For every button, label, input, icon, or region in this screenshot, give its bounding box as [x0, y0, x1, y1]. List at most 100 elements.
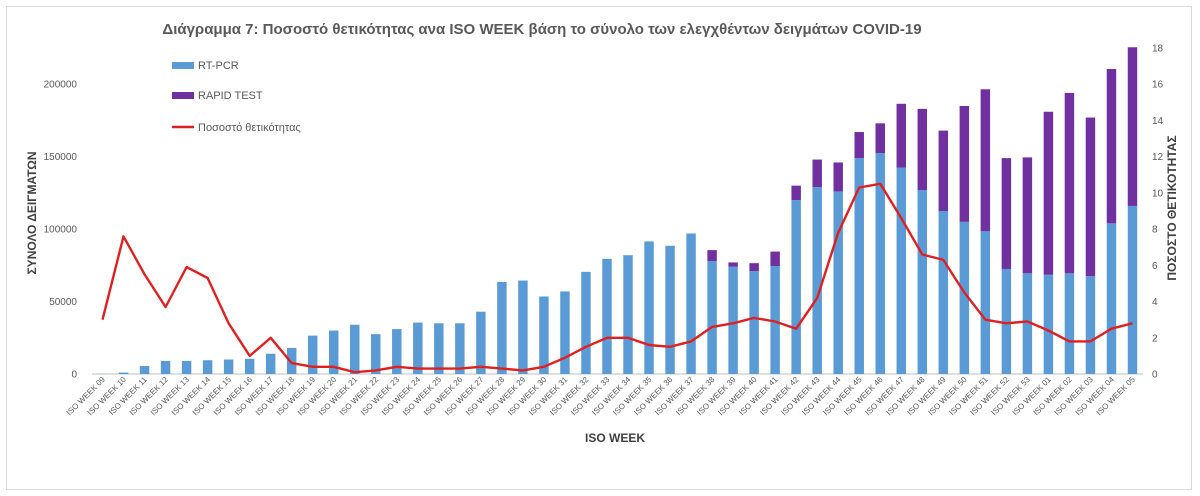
legend-label-positivity: Ποσοστό θετικότητας	[198, 122, 301, 134]
bar-rt-pcr	[1064, 273, 1075, 374]
y2-tick-label: 18	[1152, 44, 1164, 55]
bar-rt-pcr	[139, 366, 150, 374]
bar-rt-pcr	[371, 334, 381, 374]
bar-rt-pcr	[518, 280, 528, 374]
bar-rt-pcr	[202, 360, 213, 374]
bar-rapid-test	[1001, 158, 1012, 269]
bar-rt-pcr	[497, 281, 507, 374]
bar-rapid-test	[1085, 117, 1096, 277]
bar-rt-pcr	[118, 372, 129, 374]
bar-rapid-test	[1064, 92, 1075, 274]
y-tick-label: 100000	[44, 225, 78, 236]
bar-rt-pcr	[1022, 273, 1033, 374]
line-positivity	[101, 182, 1133, 374]
y-tick-label: 200000	[44, 80, 78, 91]
y-axis-right: 0 2 4 6 8 10 12 14 16 18	[1152, 44, 1164, 381]
bar-rapid-test	[770, 251, 780, 267]
bar-rapid-test	[875, 123, 885, 154]
bar-rt-pcr	[1043, 274, 1054, 374]
bar-rt-pcr	[749, 271, 759, 374]
bar-rt-pcr	[286, 347, 297, 374]
bar-rt-pcr	[686, 233, 696, 374]
bar-rt-pcr	[896, 167, 906, 374]
bar-rapid-test	[1127, 47, 1138, 206]
bar-rt-pcr	[938, 211, 949, 374]
y2-tick-label: 2	[1152, 333, 1158, 344]
legend-label-rt-pcr: RT-PCR	[198, 60, 239, 72]
legend-swatch-rt-pcr	[172, 62, 194, 69]
bar-rt-pcr	[350, 324, 360, 374]
bar-rt-pcr	[728, 266, 738, 374]
bar-rapid-test	[728, 262, 738, 267]
bar-rapid-test	[791, 185, 801, 201]
legend: RT-PCR RAPID TEST Ποσοστό θετικότητας	[172, 60, 301, 134]
bar-rt-pcr	[307, 335, 318, 374]
y-axis-left: 0 50000 100000 150000 200000	[44, 80, 78, 381]
bar-rt-pcr	[917, 189, 928, 374]
y-axis-label: ΣΥΝΟΛΟ ΔΕΙΓΜΑΤΩΝ	[25, 151, 39, 274]
bar-rt-pcr	[665, 245, 675, 374]
bar-rt-pcr	[833, 191, 843, 374]
bar-rt-pcr	[959, 221, 970, 374]
y-tick-label: 0	[71, 370, 77, 381]
bar-rt-pcr	[392, 329, 402, 374]
bar-rapid-test	[896, 103, 906, 168]
bar-rapid-test	[1106, 69, 1117, 224]
legend-label-rapid-test: RAPID TEST	[198, 90, 263, 102]
chart-frame	[6, 6, 1192, 490]
y2-tick-label: 4	[1152, 297, 1158, 308]
y-tick-label: 150000	[44, 152, 78, 163]
y2-tick-label: 16	[1152, 80, 1164, 91]
bar-rapid-test	[812, 159, 822, 188]
bar-rt-pcr	[455, 323, 465, 374]
positivity-line	[101, 182, 1133, 374]
bar-rt-pcr	[1001, 268, 1012, 374]
bar-rt-pcr	[812, 187, 822, 374]
bar-rt-pcr	[560, 291, 570, 374]
bar-rapid-test	[1043, 111, 1054, 275]
bar-rapid-test	[1022, 157, 1033, 274]
bar-rt-pcr	[644, 241, 654, 374]
bar-rt-pcr	[1127, 205, 1138, 374]
bar-rt-pcr	[476, 311, 486, 374]
y-tick-label: 50000	[49, 297, 77, 308]
bars	[97, 47, 1138, 374]
bar-rt-pcr	[875, 153, 885, 374]
y2-axis-label: ΠΟΣΟΣΤΟ ΘΕΤΙΚΟΤΗΤΑΣ	[1165, 135, 1179, 280]
bar-rt-pcr	[581, 271, 591, 374]
y2-tick-label: 0	[1152, 370, 1158, 381]
y2-tick-label: 8	[1152, 225, 1158, 236]
bar-rapid-test	[749, 263, 759, 272]
y2-tick-label: 12	[1152, 152, 1164, 163]
y2-tick-label: 6	[1152, 261, 1158, 272]
bar-rt-pcr	[265, 353, 276, 374]
bar-rt-pcr	[244, 358, 255, 374]
bar-rt-pcr	[854, 158, 864, 374]
bar-rt-pcr	[181, 360, 192, 374]
bar-rapid-test	[707, 250, 717, 261]
bar-rt-pcr	[623, 255, 633, 374]
bar-rt-pcr	[980, 231, 991, 374]
bar-rt-pcr	[160, 360, 171, 374]
bar-rapid-test	[980, 89, 991, 232]
bar-rapid-test	[938, 130, 949, 211]
bar-rt-pcr	[602, 258, 612, 374]
bar-rapid-test	[833, 162, 843, 192]
bar-rt-pcr	[791, 200, 801, 374]
bar-rt-pcr	[434, 323, 444, 374]
bar-rt-pcr	[223, 359, 234, 374]
bar-rt-pcr	[707, 260, 717, 374]
bar-rt-pcr	[539, 296, 549, 374]
bar-rt-pcr	[1085, 276, 1096, 374]
bar-rt-pcr	[1106, 223, 1117, 374]
bar-rt-pcr	[413, 322, 423, 374]
y2-tick-label: 10	[1152, 188, 1164, 199]
bar-rapid-test	[917, 108, 928, 190]
chart-title: Διάγραμμα 7: Ποσοστό θετικότητας ανα ISO…	[162, 21, 921, 38]
bar-rapid-test	[959, 105, 970, 222]
bar-rt-pcr	[770, 266, 780, 374]
legend-swatch-rapid-test	[172, 92, 194, 99]
bar-rt-pcr	[329, 330, 339, 374]
